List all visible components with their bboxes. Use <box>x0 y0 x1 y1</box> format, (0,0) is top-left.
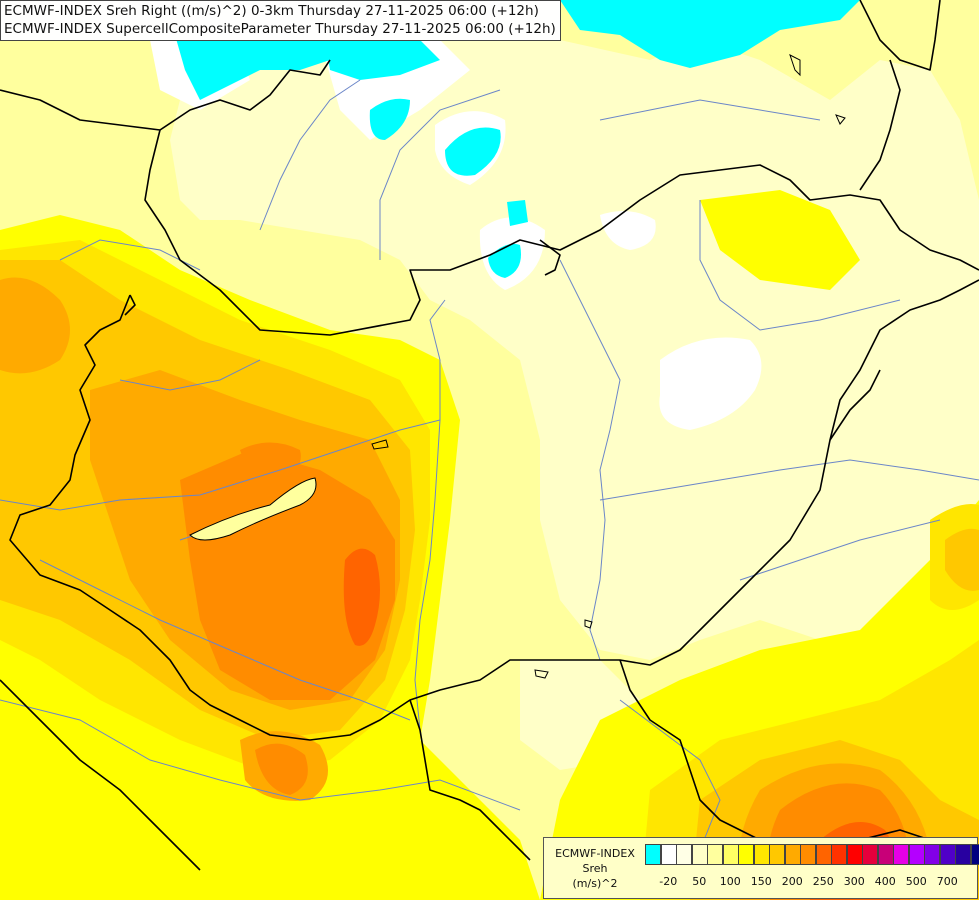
river-drava <box>39 559 411 721</box>
river-tisza-trib <box>599 459 979 501</box>
river-east-1 <box>699 200 901 331</box>
river-danube-south <box>414 419 441 731</box>
border-north-2 <box>159 59 331 131</box>
field-yellow-ne <box>700 190 860 290</box>
legend-tick-label: 700 <box>936 875 958 888</box>
legend-tick-label: 100 <box>719 875 741 888</box>
field-orange-west <box>0 277 70 374</box>
border-lake-line <box>124 294 136 316</box>
field-cyan-5 <box>507 200 528 226</box>
legend-tick-label: -20 <box>659 875 678 888</box>
legend-swatch <box>784 844 801 865</box>
border-croatia <box>0 679 201 871</box>
border-ne-hungary <box>539 239 561 276</box>
river-sava <box>0 699 521 811</box>
rivers <box>0 79 979 851</box>
legend-model: ECMWF-INDEX <box>555 847 635 860</box>
legend-swatch <box>908 844 925 865</box>
legend-swatch <box>769 844 785 865</box>
river-tisza <box>559 259 621 661</box>
border-ne <box>859 0 941 71</box>
legend-swatch <box>862 844 878 865</box>
legend-swatch <box>846 844 863 865</box>
border-west <box>9 279 979 741</box>
legend-swatch <box>924 844 940 865</box>
river-south-east <box>619 699 721 851</box>
field-dark-orange-nw <box>240 442 301 480</box>
field-white <box>659 337 762 430</box>
legend-label: ECMWF-INDEX Sreh (m/s)^2 <box>546 846 644 891</box>
field-white-2 <box>600 211 656 250</box>
legend-tick-label: 400 <box>874 875 896 888</box>
border-ne-2 <box>859 59 901 191</box>
legend-swatch <box>722 844 739 865</box>
field-cyan-4 <box>445 127 501 176</box>
river-north-1 <box>259 79 361 231</box>
legend-variable: Sreh <box>582 862 608 875</box>
field-cyan-3 <box>369 98 410 140</box>
border-south <box>409 699 531 861</box>
islet-1 <box>789 54 801 77</box>
legend-swatch <box>970 844 979 865</box>
river-ne <box>599 99 821 121</box>
legend-swatch <box>939 844 956 865</box>
map-title-line-1: ECMWF-INDEX Sreh Right ((m/s)^2) 0-3km T… <box>4 3 539 19</box>
lake-balaton <box>189 477 317 541</box>
country-borders <box>0 0 979 871</box>
legend-swatch <box>660 844 677 865</box>
legend-swatch <box>645 844 661 865</box>
islet-4 <box>584 619 593 629</box>
legend-tick-label: 50 <box>692 875 707 888</box>
islets <box>534 54 846 679</box>
legend-swatch <box>815 844 832 865</box>
field-red-orange-center <box>343 548 380 646</box>
river-east-2 <box>739 519 941 581</box>
legend-tick-label: 300 <box>843 875 865 888</box>
islet-2 <box>835 114 846 125</box>
river-danube <box>0 299 446 511</box>
legend-swatch <box>707 844 723 865</box>
lake-small <box>371 439 389 450</box>
color-legend: ECMWF-INDEX Sreh (m/s)^2 -20 50 100 150 200 2… <box>543 837 979 899</box>
legend-swatch <box>800 844 816 865</box>
legend-unit: (m/s)^2 <box>572 877 618 890</box>
legend-swatch <box>738 844 754 865</box>
legend-swatch <box>831 844 847 865</box>
islet-3 <box>534 669 549 679</box>
map-title-box: ECMWF-INDEX Sreh Right ((m/s)^2) 0-3km T… <box>0 0 561 41</box>
river-west-2 <box>119 359 261 391</box>
field-cyan-north <box>560 0 860 68</box>
field-dark-orange-south <box>255 743 308 795</box>
map-title-line-2: ECMWF-INDEX SupercellCompositeParameter … <box>4 21 556 37</box>
legend-swatch <box>955 844 971 865</box>
legend-swatch <box>676 844 692 865</box>
field-cyan-2 <box>325 40 440 80</box>
field-pale-yellow <box>170 0 979 660</box>
legend-swatch <box>691 844 708 865</box>
legend-tick-label: 250 <box>812 875 834 888</box>
legend-swatch <box>753 844 770 865</box>
legend-swatch <box>893 844 909 865</box>
field-orange-yellow-e <box>945 528 979 591</box>
border-east-ridge <box>829 369 881 441</box>
legend-tick-label: 150 <box>750 875 772 888</box>
legend-tick-label: 200 <box>781 875 803 888</box>
legend-swatch <box>877 844 894 865</box>
border-south-east <box>619 659 951 861</box>
border-north <box>0 89 979 336</box>
river-north-2 <box>379 89 501 260</box>
field-dark-orange-center <box>180 450 395 700</box>
legend-tick-label: 500 <box>905 875 927 888</box>
